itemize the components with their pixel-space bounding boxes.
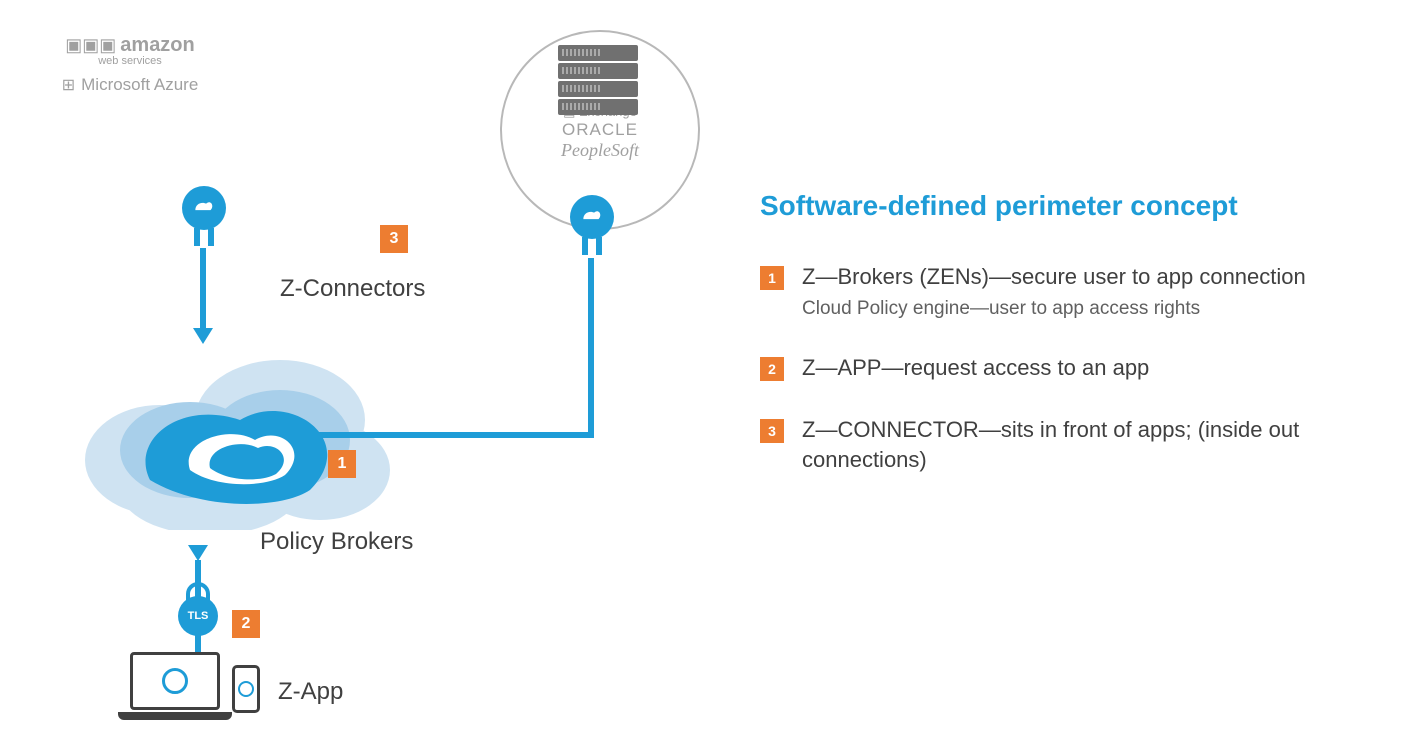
page-title: Software-defined perimeter concept [760,190,1380,222]
aws-label: amazon [120,34,194,57]
diagram-panel: ▣▣▣ amazon web services ⊞ Microsoft Azur… [0,0,720,744]
oracle-label: ORACLE [502,120,698,140]
azure-label: Microsoft Azure [81,75,198,95]
description-panel: Software-defined perimeter concept 1 Z—B… [760,190,1380,506]
zconnectors-label: Z-Connectors [280,275,425,303]
item-main-text: Z—Brokers (ZENs)—secure user to app conn… [802,262,1380,292]
zapp-label: Z-App [278,678,343,706]
tls-badge: TLS [178,596,218,636]
arrow-line [200,248,206,330]
aws-sublabel: web services [0,55,260,67]
list-item: 2 Z—APP—request access to an app [760,353,1380,383]
item-number-badge: 2 [760,357,784,381]
item-main-text: Z—CONNECTOR—sits in front of apps; (insi… [802,415,1380,474]
connector-icon [570,195,614,239]
item-main-text: Z—APP—request access to an app [802,353,1380,383]
server-icon [558,45,638,117]
laptop-base [118,712,232,720]
phone-icon [232,665,260,713]
laptop-icon [130,652,220,710]
diagram-badge-1: 1 [328,450,356,478]
item-number-badge: 1 [760,266,784,290]
list-item: 1 Z—Brokers (ZENs)—secure user to app co… [760,262,1380,321]
connector-line [300,432,594,438]
diagram-badge-2: 2 [232,610,260,638]
connector-icon [182,186,226,230]
public-cloud: ▣▣▣ amazon web services ⊞ Microsoft Azur… [0,0,260,170]
arrow-head-icon [193,328,213,344]
diagram-badge-3: 3 [380,225,408,253]
item-number-badge: 3 [760,419,784,443]
arrow-head-icon [188,545,208,561]
connector-line [588,258,594,438]
list-item: 3 Z—CONNECTOR—sits in front of apps; (in… [760,415,1380,474]
policybrokers-label: Policy Brokers [260,528,413,556]
item-sub-text: Cloud Policy engine—user to app access r… [802,296,1380,322]
peoplesoft-label: PeopleSoft [502,140,698,161]
